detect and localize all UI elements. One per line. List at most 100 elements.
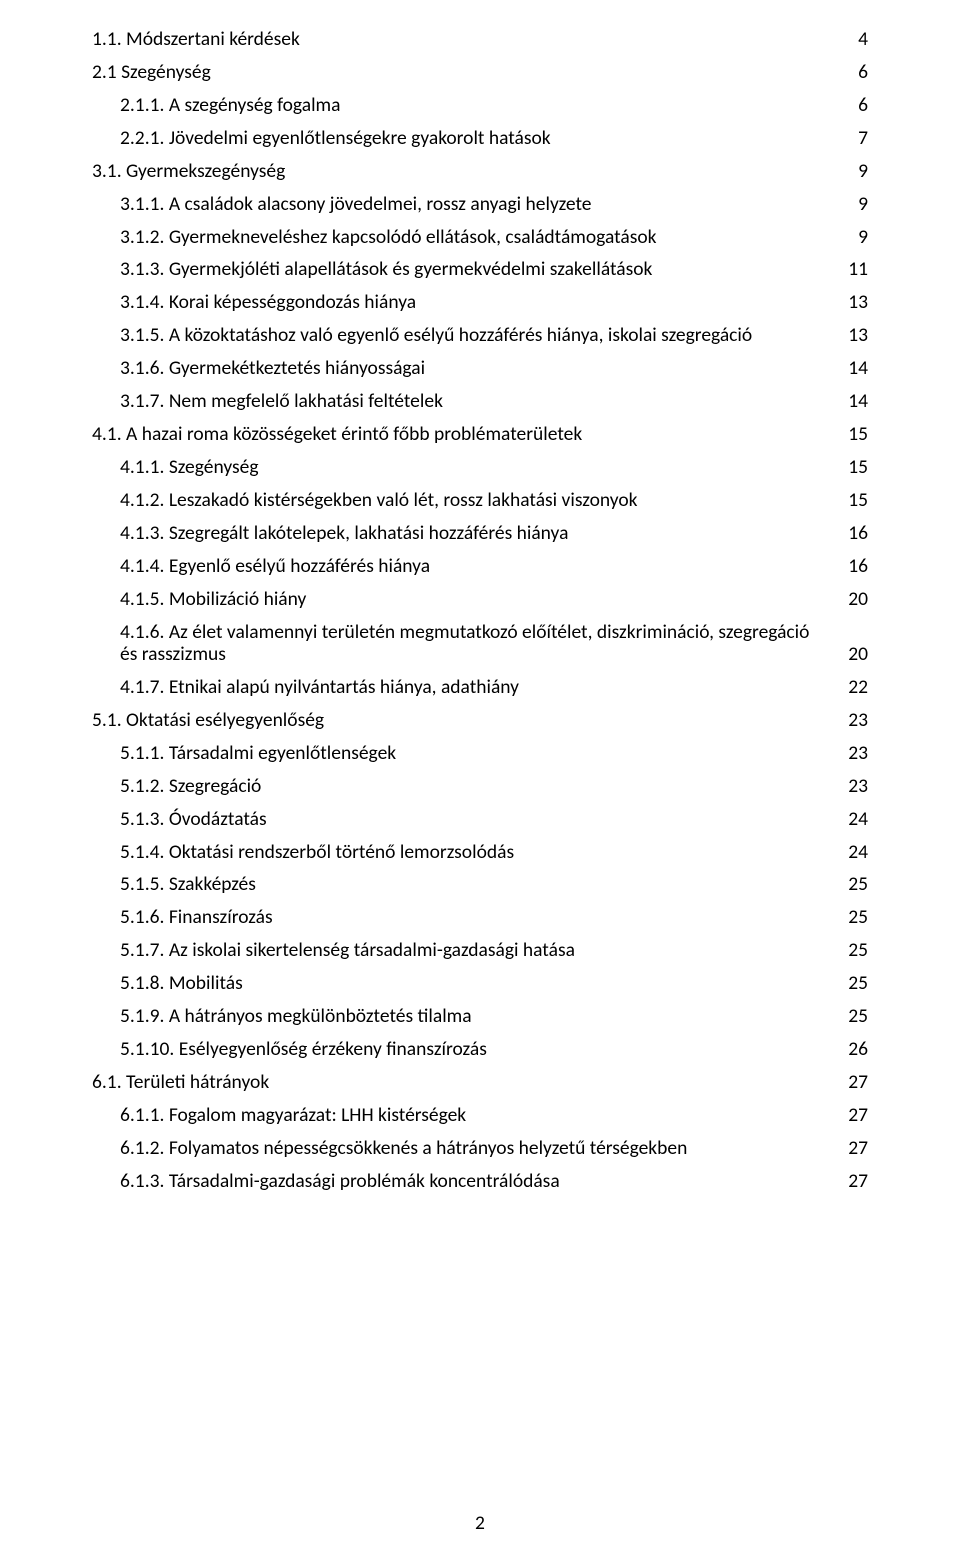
toc-page: 27 [848,1071,868,1093]
page-number: 2 [0,1511,960,1535]
toc-label: 5.1.6. Finanszírozás [120,906,273,928]
toc-entry: 3.1. Gyermekszegénység 9 [92,160,868,182]
toc-page: 25 [848,873,868,895]
toc-page: 26 [848,1038,868,1060]
toc-page: 24 [848,841,868,863]
toc-page: 22 [848,676,868,698]
toc-entry: 4.1.3. Szegregált lakótelepek, lakhatási… [92,522,868,544]
toc-label: 4.1.2. Leszakadó kistérségekben való lét… [120,489,637,511]
toc-page: 23 [848,709,868,731]
toc-label: 3.1.1. A családok alacsony jövedelmei, r… [120,193,592,215]
document-page: 1.1. Módszertani kérdések 4 2.1 Szegénység… [0,0,960,1557]
toc-entry: 3.1.7. Nem megfelelő lakhatási feltétele… [92,390,868,412]
toc-label: 3.1.7. Nem megfelelő lakhatási feltétele… [120,390,443,412]
toc-entry: 5.1. Oktatási esélyegyenlőség 23 [92,709,868,731]
toc-label: 5.1.5. Szakképzés [120,873,256,895]
toc-entry: 2.2.1. Jövedelmi egyenlőtlenségekre gyak… [92,127,868,149]
toc-entry: 3.1.2. Gyermekneveléshez kapcsolódó ellá… [92,226,868,248]
toc-entry: 3.1.5. A közoktatáshoz való egyenlő esél… [92,324,868,346]
toc-page: 7 [858,127,868,149]
toc-entry: 4.1.2. Leszakadó kistérségekben való lét… [92,489,868,511]
toc-entry: 5.1.7. Az iskolai sikertelenség társadal… [92,939,868,961]
toc-label: 4.1.6. Az élet valamennyi területén megm… [92,621,868,643]
toc-entry: 4.1.5. Mobilizáció hiány 20 [92,588,868,610]
toc-page: 27 [848,1137,868,1159]
toc-label: 4.1.1. Szegénység [120,456,259,478]
toc-label: 3.1.2. Gyermekneveléshez kapcsolódó ellá… [120,226,657,248]
toc-entry: 4.1.7. Etnikai alapú nyilvántartás hiány… [92,676,868,698]
toc-label: 5.1.8. Mobilitás [120,972,243,994]
toc-page: 25 [848,939,868,961]
toc-label: 5.1.10. Esélyegyenlőség érzékeny finansz… [120,1038,487,1060]
toc-page: 23 [848,775,868,797]
toc-label: 4.1.4. Egyenlő esélyű hozzáférés hiánya [120,555,430,577]
toc-page: 15 [848,489,868,511]
toc-label: 5.1.3. Óvodáztatás [120,808,267,830]
toc-page: 6 [858,94,868,116]
toc-entry: 6.1.2. Folyamatos népességcsökkenés a há… [92,1137,868,1159]
toc-page: 9 [858,226,868,248]
toc-label: 5.1.7. Az iskolai sikertelenség társadal… [120,939,575,961]
toc-page: 13 [848,324,868,346]
toc-page: 9 [858,193,868,215]
toc-label: 2.1.1. A szegénység fogalma [120,94,340,116]
toc-entry: 4.1.1. Szegénység 15 [92,456,868,478]
toc-label: 4.1.3. Szegregált lakótelepek, lakhatási… [120,522,568,544]
toc-entry: 4.1.4. Egyenlő esélyű hozzáférés hiánya 1… [92,555,868,577]
toc-entry: 5.1.8. Mobilitás 25 [92,972,868,994]
toc-label: 5.1. Oktatási esélyegyenlőség [92,709,324,731]
toc-entry: 5.1.3. Óvodáztatás 24 [92,808,868,830]
toc-label: 5.1.9. A hátrányos megkülönböztetés tila… [120,1005,472,1027]
toc-page: 25 [848,972,868,994]
toc-entry: 3.1.3. Gyermekjóléti alapellátások és gy… [92,258,868,280]
toc-label: 3.1. Gyermekszegénység [92,160,285,182]
toc-label: 4.1.5. Mobilizáció hiány [120,588,306,610]
toc-label: 5.1.1. Társadalmi egyenlőtlenségek [120,742,396,764]
toc-page: 20 [848,588,868,610]
toc-page: 20 [848,643,868,665]
toc-page: 16 [848,555,868,577]
toc-page: 14 [848,357,868,379]
toc-page: 27 [848,1104,868,1126]
toc-entry: 6.1.3. Társadalmi-gazdasági problémák ko… [92,1170,868,1192]
toc-page: 11 [848,258,868,280]
toc-page: 15 [848,456,868,478]
toc-page: 24 [848,808,868,830]
toc-page: 15 [848,423,868,445]
toc-entry: 4.1. A hazai roma közösségeket érintő fő… [92,423,868,445]
toc-entry: 3.1.4. Korai képességgondozás hiánya13 [92,291,868,313]
toc-label: 5.1.4. Oktatási rendszerből történő lemo… [120,841,514,863]
toc-page: 25 [848,906,868,928]
toc-entry: 5.1.1. Társadalmi egyenlőtlenségek 23 [92,742,868,764]
toc-label: 2.1 Szegénység [92,61,211,83]
toc-label: 6.1. Területi hátrányok [92,1071,269,1093]
toc-entry: 5.1.4. Oktatási rendszerből történő lemo… [92,841,868,863]
toc-page: 14 [848,390,868,412]
toc-label: 2.2.1. Jövedelmi egyenlőtlenségekre gyak… [120,127,551,149]
toc-label: 3.1.5. A közoktatáshoz való egyenlő esél… [120,324,752,346]
toc-entry: 4.1.6. Az élet valamennyi területén megm… [92,621,868,666]
toc-entry: 1.1. Módszertani kérdések 4 [92,28,868,50]
toc-page: 9 [858,160,868,182]
toc-page: 4 [858,28,868,50]
toc-label: 3.1.4. Korai képességgondozás hiánya [120,291,416,313]
toc-entry: 6.1. Területi hátrányok 27 [92,1071,868,1093]
toc-label: 6.1.1. Fogalom magyarázat: LHH kistérség… [120,1104,466,1126]
toc-label: 4.1. A hazai roma közösségeket érintő fő… [92,423,582,445]
toc-label: és rasszizmus [120,643,226,665]
toc-label: 3.1.3. Gyermekjóléti alapellátások és gy… [120,258,652,280]
toc-label: 1.1. Módszertani kérdések [92,28,300,50]
toc-entry: 5.1.5. Szakképzés 25 [92,873,868,895]
toc-entry: 5.1.9. A hátrányos megkülönböztetés tila… [92,1005,868,1027]
toc-entry: 5.1.6. Finanszírozás 25 [92,906,868,928]
toc-page: 25 [848,1005,868,1027]
table-of-contents: 1.1. Módszertani kérdések 4 2.1 Szegénység… [92,28,868,1192]
toc-entry: 2.1 Szegénység 6 [92,61,868,83]
toc-entry: 2.1.1. A szegénység fogalma 6 [92,94,868,116]
toc-label: 6.1.3. Társadalmi-gazdasági problémák ko… [120,1170,560,1192]
toc-page: 23 [848,742,868,764]
toc-entry: 6.1.1. Fogalom magyarázat: LHH kistérség… [92,1104,868,1126]
toc-entry: 3.1.6. Gyermekétkeztetés hiányosságai14 [92,357,868,379]
toc-label: 5.1.2. Szegregáció [120,775,261,797]
toc-page: 6 [858,61,868,83]
